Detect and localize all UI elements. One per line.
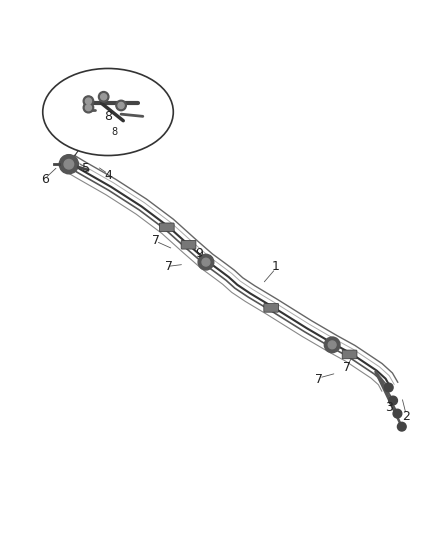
Text: 2: 2 (402, 410, 410, 423)
Circle shape (324, 337, 340, 353)
Circle shape (116, 100, 126, 111)
Text: 7: 7 (152, 234, 160, 247)
Circle shape (64, 159, 74, 169)
Circle shape (85, 98, 92, 104)
Text: 7: 7 (343, 361, 351, 374)
Text: 8: 8 (112, 127, 118, 137)
Text: 4: 4 (104, 168, 112, 182)
Circle shape (397, 422, 406, 431)
Circle shape (83, 102, 94, 113)
Text: 9: 9 (195, 247, 203, 260)
Text: 8: 8 (104, 110, 112, 123)
Ellipse shape (43, 68, 173, 156)
Circle shape (101, 94, 107, 100)
Circle shape (198, 254, 214, 270)
FancyBboxPatch shape (264, 303, 279, 312)
Text: 7: 7 (315, 373, 323, 386)
Text: 7: 7 (165, 260, 173, 273)
Text: 1: 1 (272, 260, 279, 273)
Circle shape (85, 104, 92, 111)
Circle shape (389, 396, 397, 405)
FancyBboxPatch shape (342, 350, 357, 359)
FancyBboxPatch shape (181, 240, 196, 249)
Text: 5: 5 (82, 162, 90, 175)
Circle shape (328, 341, 336, 349)
Circle shape (118, 102, 124, 109)
Circle shape (59, 155, 78, 174)
Circle shape (99, 92, 109, 102)
Circle shape (202, 258, 210, 266)
Text: 6: 6 (41, 173, 49, 186)
Circle shape (385, 383, 393, 392)
Circle shape (83, 96, 94, 107)
Circle shape (393, 409, 402, 418)
Text: 3: 3 (385, 401, 393, 415)
FancyBboxPatch shape (159, 223, 174, 232)
